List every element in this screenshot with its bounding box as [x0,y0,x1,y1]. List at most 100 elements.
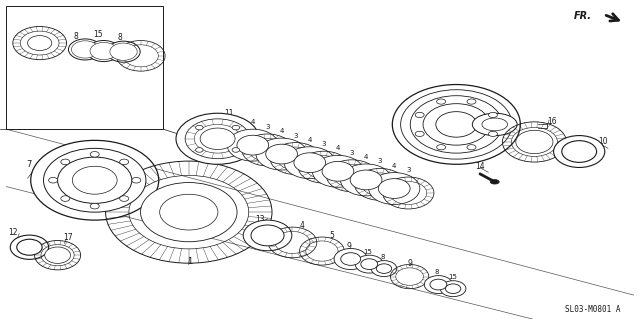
Ellipse shape [110,43,137,60]
Ellipse shape [176,113,259,164]
Text: 17: 17 [63,233,74,242]
Text: 4: 4 [251,119,255,125]
Ellipse shape [562,141,596,162]
Ellipse shape [467,99,476,104]
Text: 4: 4 [392,163,396,168]
Ellipse shape [90,152,99,157]
Text: FR.: FR. [573,11,591,21]
Text: 15: 15 [363,249,372,255]
Ellipse shape [423,104,490,145]
Ellipse shape [72,41,99,58]
Ellipse shape [200,128,235,150]
Text: 3: 3 [265,124,270,130]
Ellipse shape [196,148,203,152]
Ellipse shape [120,196,129,201]
Ellipse shape [61,159,70,165]
Ellipse shape [376,264,392,273]
Ellipse shape [355,255,383,273]
Ellipse shape [440,281,466,297]
Ellipse shape [72,166,117,194]
Text: 11: 11 [225,109,234,118]
Text: SL03-M0801 A: SL03-M0801 A [565,305,621,314]
Ellipse shape [44,148,146,212]
Text: 4: 4 [280,128,284,134]
Text: 3: 3 [349,150,355,156]
Ellipse shape [31,140,159,220]
Ellipse shape [436,145,445,150]
Text: 3: 3 [321,141,326,147]
Ellipse shape [107,41,140,62]
Text: 3: 3 [378,159,383,164]
Ellipse shape [350,170,382,190]
Ellipse shape [392,85,520,164]
Text: 4: 4 [364,154,368,160]
Text: 12: 12 [8,228,17,237]
Text: 3: 3 [293,133,298,138]
Text: 2: 2 [244,121,249,130]
Ellipse shape [58,157,132,204]
Ellipse shape [196,125,203,130]
Text: 1: 1 [187,257,192,266]
Ellipse shape [430,279,447,290]
Text: 16: 16 [547,117,557,126]
Text: 15: 15 [93,30,103,39]
Ellipse shape [90,42,117,60]
Ellipse shape [322,161,354,181]
Ellipse shape [401,90,512,159]
Ellipse shape [516,130,553,154]
Ellipse shape [369,173,420,204]
Ellipse shape [415,112,424,117]
Ellipse shape [361,259,378,270]
Ellipse shape [232,148,239,152]
Text: 3: 3 [406,167,411,173]
Ellipse shape [467,145,476,150]
Ellipse shape [232,125,239,130]
Ellipse shape [68,39,102,60]
Ellipse shape [445,284,461,293]
Ellipse shape [227,129,278,161]
Ellipse shape [284,147,335,179]
Ellipse shape [266,144,298,164]
Ellipse shape [340,164,392,196]
Text: 4: 4 [308,137,312,143]
Ellipse shape [488,131,497,137]
Ellipse shape [294,153,326,173]
Text: 10: 10 [598,137,608,146]
Ellipse shape [312,155,364,187]
Ellipse shape [17,239,42,255]
Ellipse shape [90,204,99,209]
Text: 13: 13 [255,215,266,224]
Ellipse shape [87,41,120,62]
Ellipse shape [61,196,70,201]
Ellipse shape [436,112,477,137]
Text: 15: 15 [449,274,458,279]
Ellipse shape [256,138,307,170]
Ellipse shape [482,118,508,131]
Text: 9: 9 [346,242,351,251]
Text: 8: 8 [434,269,439,275]
Text: 6: 6 [404,98,410,107]
Ellipse shape [243,220,292,251]
Ellipse shape [415,131,424,137]
Ellipse shape [424,276,452,293]
Ellipse shape [237,135,269,155]
Ellipse shape [132,177,141,183]
Ellipse shape [554,136,605,167]
Ellipse shape [10,235,49,259]
Ellipse shape [436,99,445,104]
Ellipse shape [378,179,410,198]
Ellipse shape [75,43,95,56]
Ellipse shape [490,180,499,184]
Text: 5: 5 [329,231,334,240]
Text: 4: 4 [336,145,340,151]
Ellipse shape [120,159,129,165]
Text: 9: 9 [407,259,412,268]
Ellipse shape [334,249,367,270]
Text: 4: 4 [300,221,305,230]
Ellipse shape [45,247,70,263]
Ellipse shape [93,45,114,57]
Text: 8: 8 [73,32,78,41]
Ellipse shape [141,182,237,242]
Ellipse shape [49,177,58,183]
Text: 8: 8 [118,33,123,41]
